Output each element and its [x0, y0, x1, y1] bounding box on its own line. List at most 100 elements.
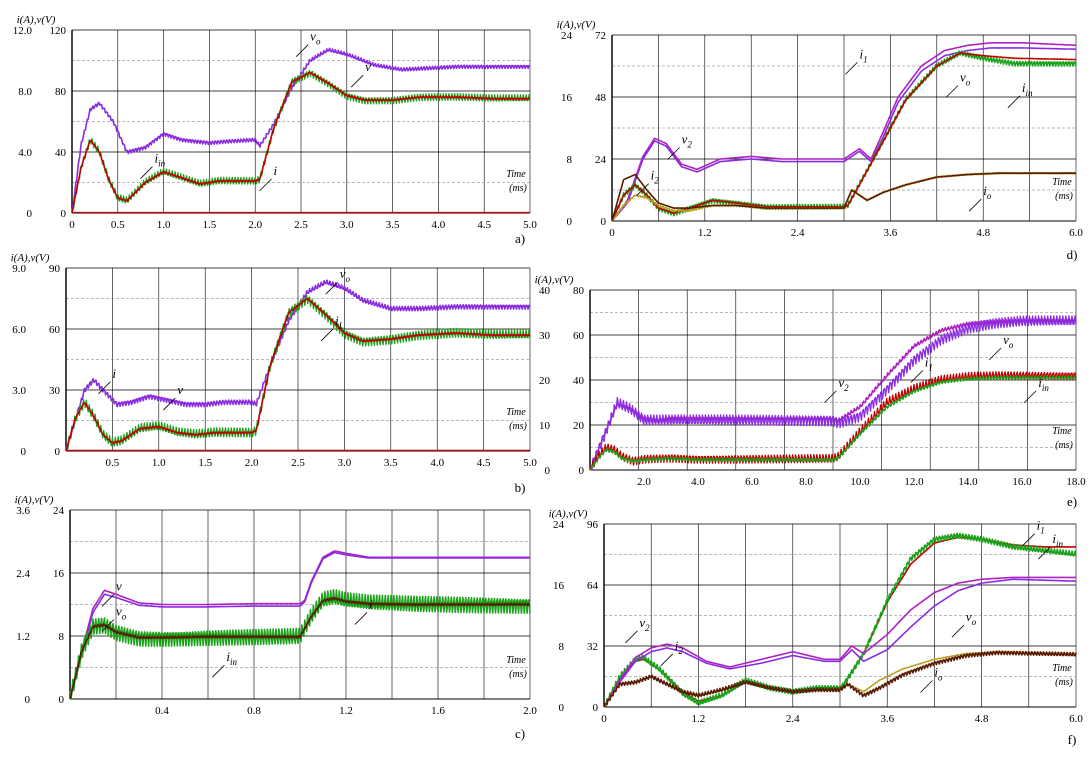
y-tick-label-voltage: 60	[49, 324, 61, 336]
x-tick-label: 1.6	[431, 705, 445, 717]
annotation-arrow	[295, 44, 309, 57]
annotation-symbol: v	[177, 382, 183, 397]
y-tick-label-voltage: 16	[53, 568, 65, 580]
x-tick-label: 0.5	[106, 457, 120, 469]
y-tick-label-current: 3.0	[12, 385, 26, 397]
series-line-i_in	[603, 532, 1077, 707]
panel-label: f)	[1068, 732, 1077, 747]
annotation-subscript: in	[230, 657, 238, 667]
annotation-arrow	[101, 619, 115, 632]
series-annotation: vo	[960, 70, 971, 88]
chart-panel-c: 0 1.2 2.4 3.6 0 8 16 24i(A),v(V) 0.4 0.8 1.2 1.6 2.0…	[15, 494, 538, 741]
series-line-v_o	[589, 315, 1077, 471]
annotation-symbol: i	[1052, 531, 1056, 546]
annotation-arrow	[1007, 95, 1021, 109]
chart-panel-f: 0 8 16 24 0 32 64 96i(A),v(V) 0 1.2 2.4 3.6 4.8 6.0 Ti…	[549, 508, 1084, 747]
panel-label: c)	[515, 726, 525, 741]
annotation-arrow	[920, 680, 933, 693]
annotation-subscript: in	[158, 159, 166, 169]
x-tick-label: 0.8	[247, 705, 261, 717]
annotation-subscript: o	[972, 617, 977, 627]
y-axis-label: i(A),v(V)	[535, 274, 574, 286]
y-tick-label-current: 1.2	[16, 631, 30, 643]
x-tick-label: 1.2	[692, 713, 706, 725]
x-tick-label: 3.5	[384, 457, 398, 469]
x-tick-label: 3.0	[338, 457, 352, 469]
x-tick-label: 0.4	[155, 705, 169, 717]
series-line-i	[69, 596, 531, 700]
x-tick-label: 2.0	[523, 705, 537, 717]
y-axis-label: i(A),v(V)	[15, 494, 54, 506]
series-annotation: io	[983, 183, 992, 201]
y-tick-label-current: 0	[25, 694, 31, 706]
x-axis-label: Time	[1052, 177, 1072, 188]
annotation-arrow	[163, 397, 176, 411]
x-tick-label: 4.8	[976, 227, 990, 239]
y-axis-label: i(A),v(V)	[11, 252, 50, 264]
y-tick-label-voltage: 30	[49, 385, 61, 397]
annotation-subscript: in	[1042, 383, 1050, 393]
panel-label: b)	[515, 480, 526, 495]
annotation-arrow	[625, 630, 638, 644]
annotation-subscript: o	[316, 37, 321, 47]
y-tick-label-voltage: 0	[593, 702, 599, 714]
series-line-v_o	[71, 47, 531, 214]
annotation-symbol: v	[966, 609, 972, 624]
y-tick-label-current: 0	[567, 216, 573, 228]
y-axis-label: i(A),v(V)	[17, 14, 56, 26]
x-tick-label: 0	[601, 713, 607, 725]
annotation-subscript: o	[346, 274, 351, 284]
x-tick-label: 0.5	[111, 219, 125, 231]
x-tick-label: 2.0	[245, 457, 259, 469]
series-annotation: v2	[838, 375, 849, 393]
y-tick-label-current: 16	[561, 92, 573, 104]
annotation-arrow	[354, 612, 368, 625]
annotation-arrow	[212, 664, 225, 678]
x-axis-label: Time	[506, 407, 526, 418]
annotation-symbol: i	[274, 163, 278, 178]
y-tick-label-current: 16	[553, 580, 565, 592]
series-annotation: v	[116, 578, 122, 593]
y-tick-label-current: 8	[559, 641, 565, 653]
x-axis-label-unit: (ms)	[1055, 677, 1073, 688]
x-tick-label: 0	[609, 227, 615, 239]
chart-panel-b: 0 3.0 6.0 9.0 0 30 60 90i(A),v(V) 0.5 1.0 1.5 2.0 2.…	[11, 252, 538, 495]
annotation-arrow	[988, 347, 1002, 361]
x-axis-label-unit: (ms)	[1055, 440, 1073, 451]
annotation-symbol: i	[934, 665, 938, 680]
series-line-i_2	[611, 172, 1076, 222]
annotation-symbol: i	[1038, 375, 1042, 390]
y-tick-label-current: 24	[553, 519, 565, 531]
annotation-subscript: 2	[844, 383, 849, 393]
series-annotation: i1	[925, 355, 933, 373]
annotation-symbol: i	[859, 46, 863, 61]
series-line-v_o	[611, 47, 1076, 222]
annotation-arrow	[1038, 546, 1051, 560]
x-tick-label: 16.0	[1012, 476, 1032, 488]
panel-label: e)	[1067, 494, 1077, 509]
x-tick-label: 6.0	[1069, 713, 1083, 725]
y-tick-label-voltage: 48	[595, 92, 607, 104]
y-tick-label-voltage: 0	[55, 446, 61, 458]
annotation-symbol: i	[1022, 80, 1026, 95]
annotation-arrow	[98, 381, 111, 395]
x-tick-label: 5.0	[523, 219, 537, 231]
y-tick-label-voltage: 96	[587, 519, 599, 531]
x-tick-label: 1.5	[198, 457, 212, 469]
annotation-subscript: 2	[654, 176, 659, 186]
x-tick-label: 1.2	[698, 227, 712, 239]
y-tick-label-current: 0	[545, 465, 551, 477]
annotation-subscript: o	[966, 78, 971, 88]
y-tick-label-current: 30	[539, 330, 551, 342]
series-annotation: i	[369, 596, 373, 611]
y-tick-label-voltage: 80	[573, 285, 585, 297]
y-tick-label-voltage: 20	[573, 420, 585, 432]
y-tick-label-current: 6.0	[12, 324, 26, 336]
x-axis-label-unit: (ms)	[509, 669, 527, 680]
x-tick-label: 2.4	[786, 713, 800, 725]
y-tick-label-current: 0	[21, 446, 27, 458]
y-axis-label: i(A),v(V)	[549, 508, 588, 520]
series-annotation: v	[177, 382, 183, 397]
y-tick-label-current: 0	[27, 208, 33, 220]
x-tick-label: 2.4	[791, 227, 805, 239]
